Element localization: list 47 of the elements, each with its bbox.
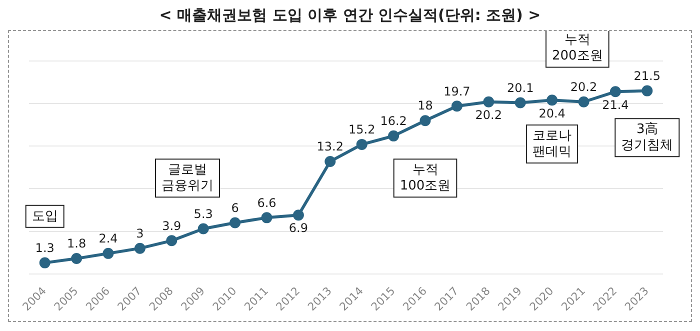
- point: [292, 210, 304, 221]
- data-label: 6.6: [257, 196, 276, 210]
- data-label: 6.9: [288, 221, 308, 236]
- data-label: 19.7: [444, 84, 470, 98]
- point: [198, 223, 209, 234]
- point: [261, 212, 272, 224]
- point: [102, 248, 114, 259]
- data-label: 3: [136, 226, 144, 240]
- annotation: 코로나 팬데믹: [532, 128, 572, 160]
- data-label: 20.4: [538, 106, 566, 120]
- point: [420, 115, 431, 126]
- annotation: 도입: [32, 208, 58, 224]
- data-label: 13.2: [316, 140, 344, 154]
- point: [39, 257, 50, 268]
- annotation: 누적 200조원: [552, 32, 603, 64]
- point: [514, 97, 526, 108]
- point: [356, 138, 368, 150]
- point: [324, 156, 336, 167]
- chart-title: < 매출채권보험 도입 이후 연간 인수실적(단위: 조원) >: [158, 5, 542, 26]
- data-label: 18: [418, 98, 433, 113]
- data-label: 21.5: [634, 68, 661, 83]
- point: [230, 217, 241, 228]
- data-label: 6: [231, 200, 239, 215]
- point: [578, 96, 590, 108]
- data-label: 20.1: [506, 80, 534, 95]
- point: [546, 94, 558, 106]
- point: [610, 86, 621, 98]
- data-label: 3.9: [162, 218, 182, 233]
- point: [134, 242, 146, 254]
- point: [388, 130, 400, 142]
- data-label: 2.4: [98, 232, 118, 246]
- data-label: 20.2: [475, 108, 502, 122]
- point: [166, 235, 178, 246]
- data-label: 15.2: [348, 122, 376, 137]
- point: [642, 85, 653, 96]
- annotation: 누적 100조원: [400, 162, 451, 194]
- point: [483, 96, 494, 108]
- data-label: 16.2: [380, 114, 407, 128]
- point: [451, 100, 462, 112]
- data-label: 1.8: [67, 236, 86, 251]
- data-label: 21.4: [602, 98, 629, 112]
- data-label: 5.3: [194, 206, 213, 221]
- data-label: 20.2: [570, 80, 598, 94]
- point: [71, 253, 82, 264]
- data-label: 1.3: [35, 240, 54, 255]
- annotation: 글로벌 금융위기: [162, 162, 214, 194]
- annotation: 3高 경기침체: [621, 121, 674, 154]
